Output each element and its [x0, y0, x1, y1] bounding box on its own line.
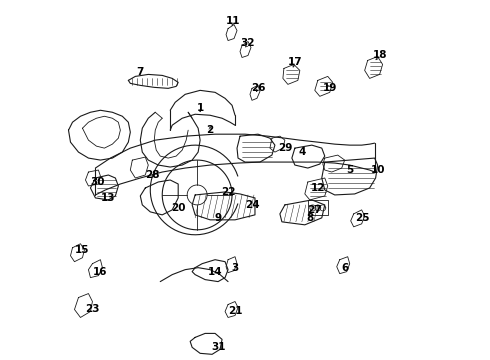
Text: 26: 26	[251, 84, 265, 93]
Text: 14: 14	[208, 267, 222, 276]
Text: 31: 31	[211, 342, 225, 352]
Text: 21: 21	[228, 306, 242, 316]
Text: 5: 5	[346, 165, 353, 175]
Text: 7: 7	[137, 67, 144, 77]
Text: 13: 13	[101, 193, 116, 203]
Text: 25: 25	[355, 213, 370, 223]
Text: 19: 19	[322, 84, 337, 93]
Text: 9: 9	[215, 213, 221, 223]
Text: 8: 8	[306, 213, 314, 223]
Text: 15: 15	[75, 245, 90, 255]
Text: 16: 16	[93, 267, 108, 276]
Text: 1: 1	[196, 103, 204, 113]
Text: 22: 22	[221, 187, 235, 197]
Text: 6: 6	[341, 263, 348, 273]
Text: 18: 18	[372, 50, 387, 60]
Text: 28: 28	[145, 170, 160, 180]
Text: 32: 32	[241, 37, 255, 48]
Text: 27: 27	[308, 205, 322, 215]
Text: 20: 20	[171, 203, 185, 213]
Text: 30: 30	[90, 177, 105, 187]
Text: 3: 3	[231, 263, 239, 273]
Text: 24: 24	[245, 200, 259, 210]
Text: 10: 10	[370, 165, 385, 175]
Text: 12: 12	[311, 183, 325, 193]
Text: 2: 2	[206, 125, 214, 135]
Text: 17: 17	[288, 58, 302, 67]
Text: 11: 11	[226, 15, 240, 26]
Text: 23: 23	[85, 305, 99, 315]
Text: 29: 29	[278, 143, 292, 153]
Text: 4: 4	[298, 147, 306, 157]
